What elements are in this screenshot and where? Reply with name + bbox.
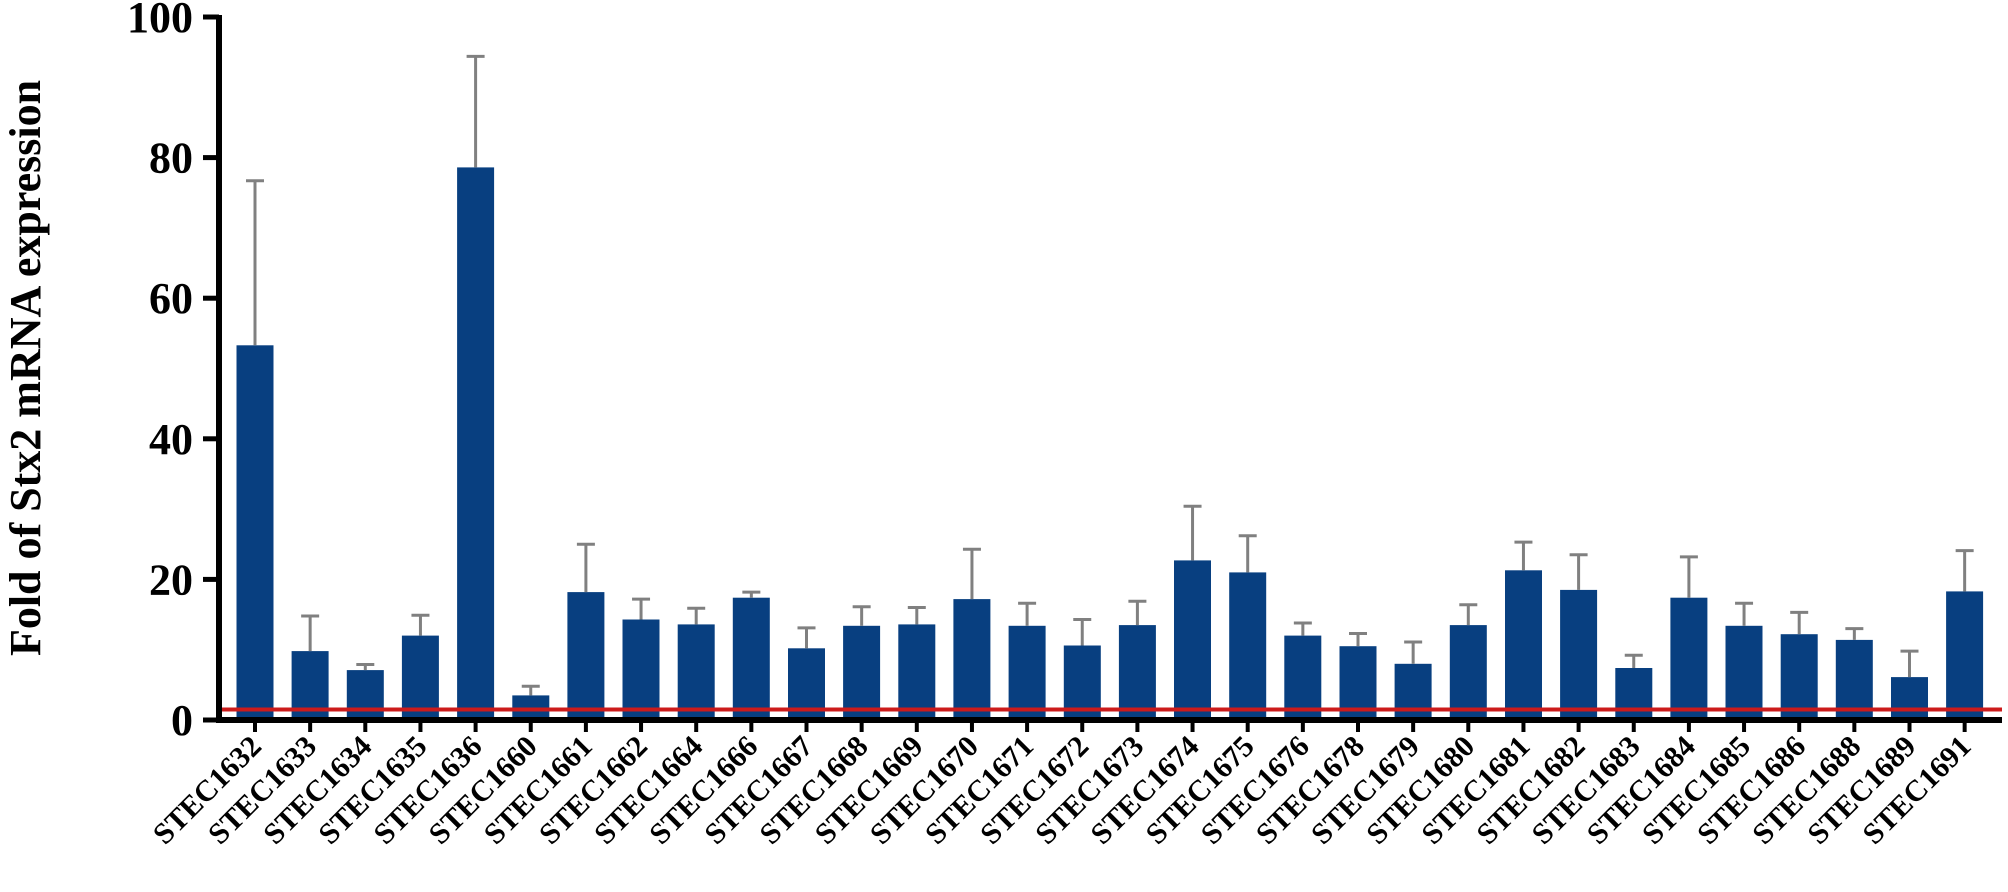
bar-stec1681 — [1505, 570, 1542, 720]
error-bar-stec1670 — [962, 547, 981, 600]
bar-stec1683 — [1615, 668, 1653, 720]
bar-stec1673 — [1118, 625, 1156, 720]
bar-stec1686 — [1780, 634, 1818, 720]
error-bar-stec1635 — [411, 613, 430, 636]
bar-stec1664 — [677, 624, 715, 720]
error-bar-stec1674 — [1183, 504, 1202, 561]
error-bar-stec1668 — [852, 605, 871, 626]
y-tick-label: 60 — [149, 274, 193, 323]
error-bar-stec1675 — [1238, 534, 1257, 573]
bar-stec1670 — [953, 599, 991, 720]
bar-stec1682 — [1560, 589, 1598, 720]
y-tick-label: 100 — [127, 0, 193, 42]
error-bar-stec1660 — [521, 684, 540, 696]
bar-stec1634 — [346, 670, 384, 720]
error-bar-stec1683 — [1624, 653, 1643, 668]
error-bar-stec1667 — [797, 626, 816, 649]
x-tick-labels-layer: STEC1632STEC1633STEC1634STEC1635STEC1636… — [147, 720, 1978, 851]
error-bar-stec1634 — [356, 663, 375, 671]
y-tick-label: 20 — [149, 555, 193, 604]
bar-stec1661 — [567, 592, 605, 720]
bar-stec1689 — [1891, 677, 1928, 720]
error-bar-stec1685 — [1735, 601, 1754, 626]
error-bar-stec1636 — [466, 54, 485, 168]
error-bar-stec1662 — [632, 597, 651, 620]
error-bar-stec1691 — [1955, 549, 1974, 592]
bar-stec1666 — [732, 597, 770, 720]
error-bar-stec1679 — [1404, 640, 1423, 664]
y-axis-label: Fold of Stx2 mRNA expression — [1, 80, 50, 656]
y-tick-label: 80 — [149, 134, 193, 183]
bar-stec1679 — [1394, 663, 1432, 720]
error-bar-stec1661 — [576, 542, 595, 593]
y-tick-label: 0 — [171, 696, 193, 745]
bar-stec1676 — [1284, 635, 1322, 720]
error-bar-stec1682 — [1569, 553, 1588, 590]
bar-stec1691 — [1946, 591, 1984, 720]
error-bar-stec1678 — [1349, 632, 1367, 647]
error-bar-stec1680 — [1459, 603, 1478, 626]
error-bar-stec1669 — [907, 606, 926, 625]
error-bar-stec1633 — [301, 614, 320, 652]
error-bar-stec1666 — [742, 590, 761, 598]
error-bar-stec1673 — [1128, 599, 1147, 626]
error-bar-stec1632 — [246, 179, 264, 346]
bar-stec1669 — [898, 624, 936, 720]
bars-layer — [236, 167, 1984, 720]
y-tick-label: 40 — [149, 415, 193, 464]
bar-stec1688 — [1835, 639, 1873, 720]
error-bar-stec1672 — [1073, 618, 1092, 646]
error-bar-stec1676 — [1293, 621, 1312, 636]
error-bar-stec1689 — [1900, 649, 1919, 678]
bar-stec1635 — [401, 635, 439, 720]
error-bar-stec1688 — [1845, 627, 1864, 640]
bar-stec1685 — [1725, 625, 1763, 720]
error-bar-stec1684 — [1679, 555, 1698, 598]
bar-stec1680 — [1449, 625, 1487, 720]
error-bar-stec1671 — [1018, 601, 1037, 626]
bar-stec1684 — [1670, 597, 1708, 720]
bar-stec1662 — [622, 619, 660, 720]
error-bar-stec1664 — [687, 606, 706, 625]
axes-layer — [216, 15, 2002, 723]
bar-stec1674 — [1174, 560, 1211, 720]
bar-stec1668 — [843, 625, 881, 720]
error-bar-stec1686 — [1790, 610, 1809, 635]
error-bar-stec1681 — [1514, 540, 1533, 571]
error-bars-layer — [246, 54, 1974, 696]
bar-stec1675 — [1229, 572, 1267, 720]
y-ticks-layer: 0 20 40 60 80 100 — [127, 0, 219, 745]
bar-stec1671 — [1008, 625, 1046, 720]
bar-stec1636 — [457, 167, 495, 720]
bar-stec1632 — [236, 345, 274, 720]
